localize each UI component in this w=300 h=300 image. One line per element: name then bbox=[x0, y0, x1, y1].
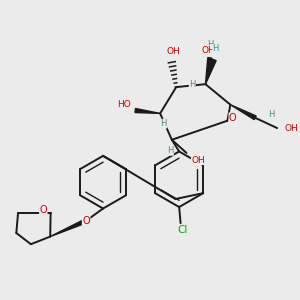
Polygon shape bbox=[206, 58, 212, 84]
Text: OH: OH bbox=[191, 156, 205, 165]
Text: H: H bbox=[189, 80, 196, 89]
Text: OH: OH bbox=[202, 46, 215, 55]
Polygon shape bbox=[50, 219, 87, 237]
Text: H: H bbox=[268, 110, 274, 119]
Text: H: H bbox=[167, 146, 174, 155]
Text: O: O bbox=[82, 216, 90, 226]
Text: H: H bbox=[207, 40, 213, 49]
Text: O: O bbox=[229, 113, 236, 123]
Polygon shape bbox=[135, 109, 160, 113]
Text: HO: HO bbox=[117, 100, 130, 109]
Text: O: O bbox=[82, 216, 90, 226]
Text: OH: OH bbox=[167, 46, 180, 56]
Text: H: H bbox=[212, 44, 219, 53]
Text: OH: OH bbox=[284, 124, 298, 133]
Polygon shape bbox=[206, 59, 216, 84]
Text: H: H bbox=[160, 119, 167, 128]
Text: O: O bbox=[40, 205, 47, 215]
Polygon shape bbox=[230, 105, 256, 120]
Text: Cl: Cl bbox=[177, 225, 187, 236]
